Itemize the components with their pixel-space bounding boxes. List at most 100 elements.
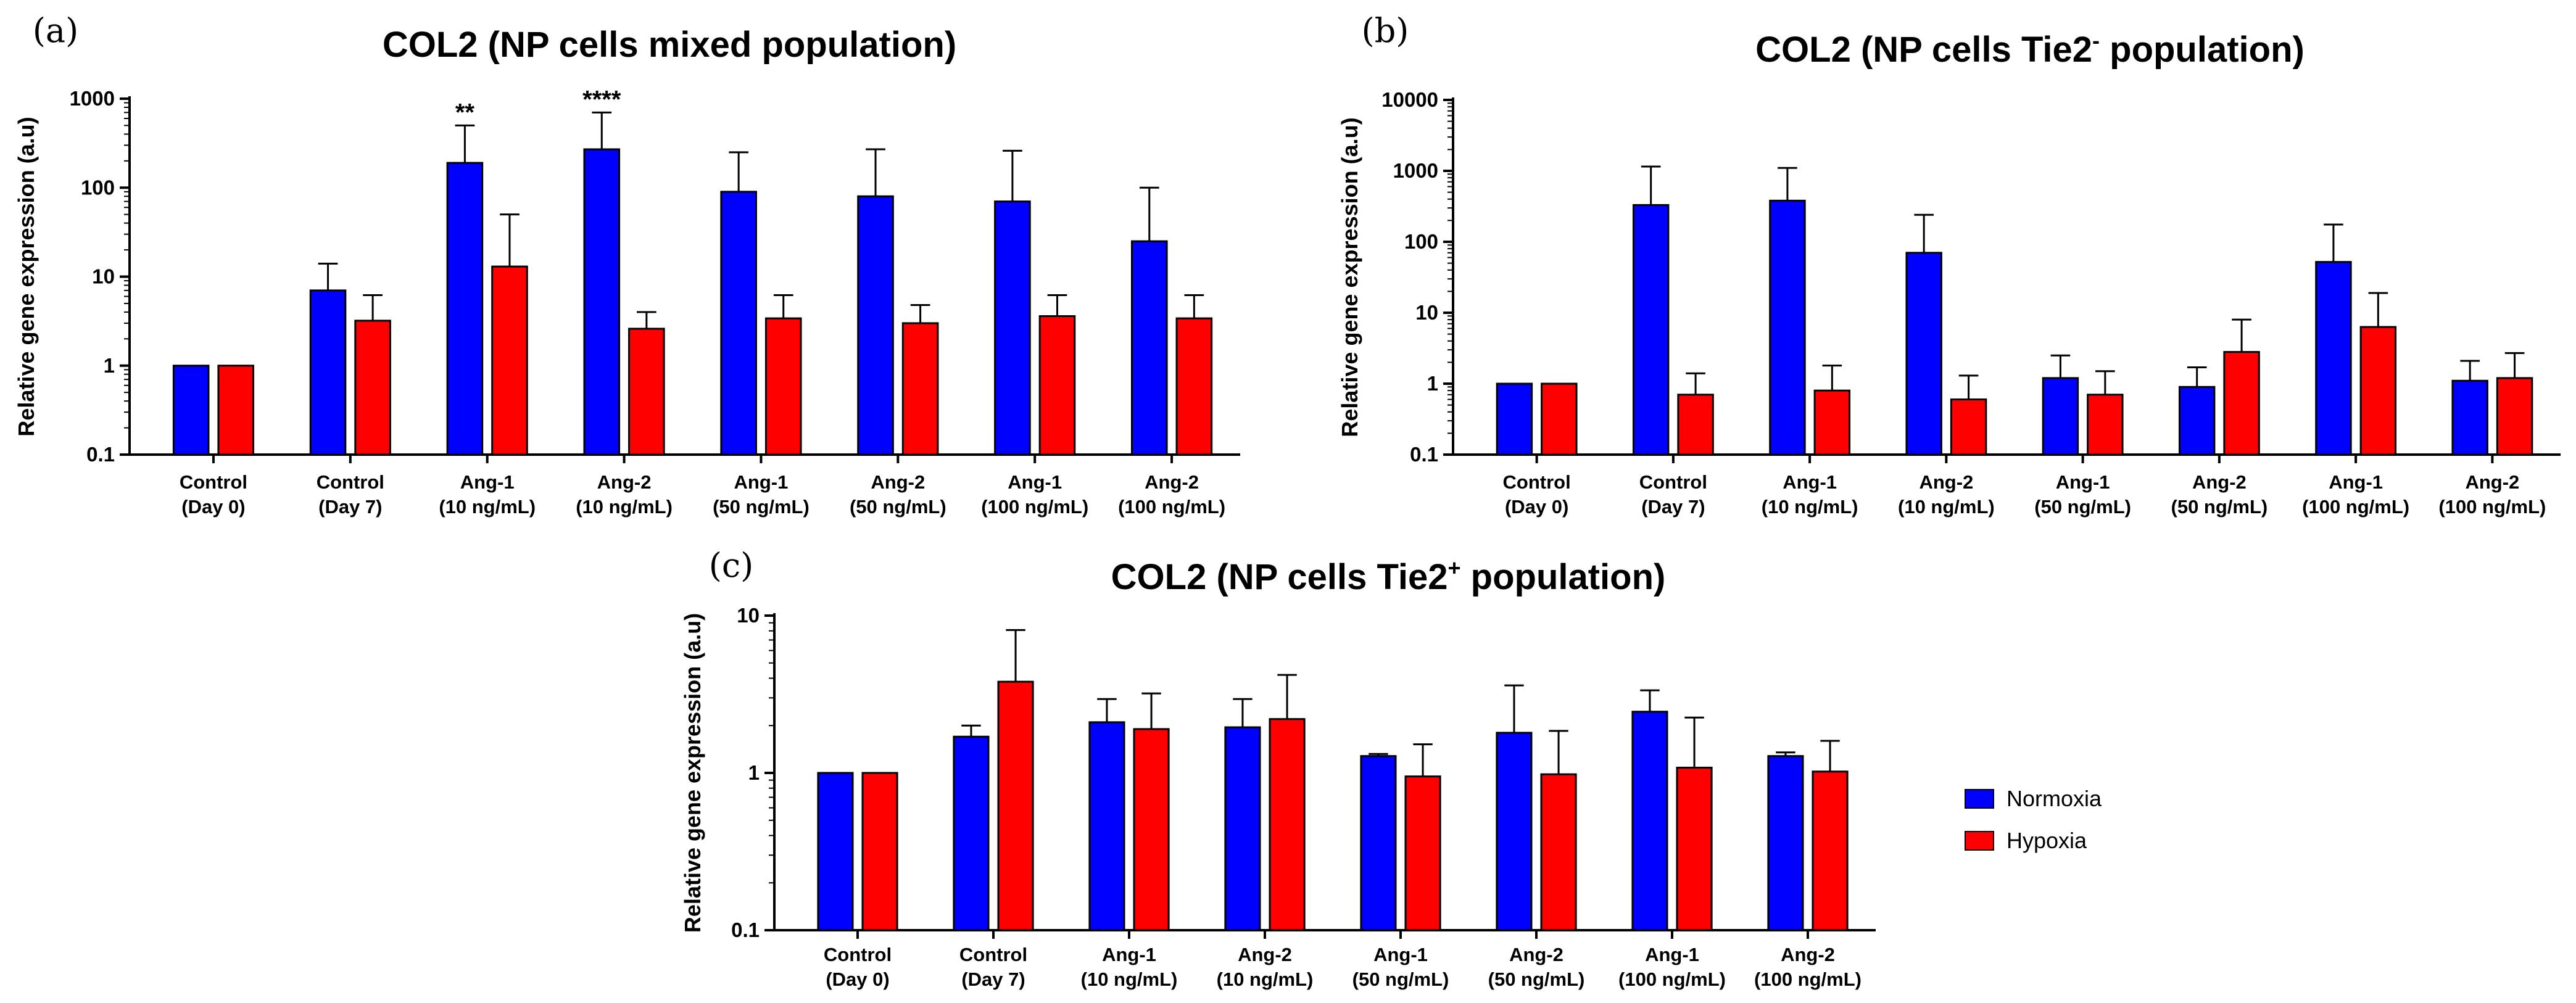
bar-hypoxia <box>764 317 802 456</box>
x-tick-label: Ang-2 (10 ng/mL) <box>1217 944 1314 990</box>
bar-normoxia <box>1769 199 1806 456</box>
legend-swatch-hypoxia <box>1965 831 1994 851</box>
bar-hypoxia <box>354 320 391 456</box>
y-tick-label: 10 <box>92 265 115 288</box>
bar-hypoxia <box>2223 351 2260 456</box>
bar-normoxia <box>1360 755 1397 931</box>
legend-label-normoxia: Normoxia <box>2007 786 2102 811</box>
x-tick-label: Control (Day 0) <box>1503 471 1571 518</box>
x-tick-label-line1: Ang-2 <box>2465 471 2519 493</box>
x-tick-label: Ang-1 (50 ng/mL) <box>2034 471 2131 518</box>
x-tick-label-line1: Control <box>1639 471 1707 493</box>
x-tick-label-line2: (Day 7) <box>961 968 1025 990</box>
x-tick-label-line1: Control <box>317 471 384 493</box>
bar-hypoxia <box>1541 382 1578 456</box>
chart-panel-2: (b) COL2 (NP cells Tie2- population) Relat… <box>1337 11 2561 518</box>
legend-label-hypoxia: Hypoxia <box>2007 828 2087 853</box>
y-axis-label: Relative gene expression (a.u) <box>680 613 705 933</box>
x-tick-label: Ang-2 (50 ng/mL) <box>850 471 946 518</box>
panel-letter: (b) <box>1362 11 1409 50</box>
bar-normoxia <box>720 191 757 456</box>
x-tick-label: Ang-2 (10 ng/mL) <box>1898 471 1995 518</box>
chart-panel-1: (a) COL2 (NP cells mixed population) Relat… <box>14 11 1240 518</box>
bar-normoxia <box>1496 732 1533 931</box>
bar-hypoxia <box>628 328 665 456</box>
x-tick-label-line2: (100 ng/mL) <box>2438 496 2546 518</box>
x-tick-label-line1: Ang-2 <box>1238 944 1292 965</box>
x-tick-label: Ang-1 (100 ng/mL) <box>2302 471 2409 518</box>
significance-marker: **** <box>582 86 621 113</box>
bar-hypoxia <box>861 772 898 931</box>
y-tick-label: 10 <box>737 604 760 627</box>
chart-title-main: COL2 (NP cells Tie2 <box>1111 557 1448 597</box>
bar-hypoxia <box>1269 718 1306 931</box>
legend-swatch-normoxia <box>1965 789 1994 809</box>
x-tick-label-line1: Ang-2 <box>1145 471 1199 493</box>
x-tick-label-line1: Ang-1 <box>734 471 789 493</box>
y-tick-label: 0.1 <box>86 443 115 466</box>
y-axis-label: Relative gene expression (a.u) <box>14 117 39 436</box>
x-tick-label-line2: (50 ng/mL) <box>850 496 946 518</box>
bar-normoxia <box>2451 379 2488 456</box>
x-tick-label-line1: Ang-2 <box>1919 471 1973 493</box>
chart-title-main: COL2 (NP cells mixed population) <box>383 25 956 65</box>
x-tick-label-line2: (100 ng/mL) <box>1618 968 1726 990</box>
x-tick-label-line2: (50 ng/mL) <box>713 496 810 518</box>
x-tick-label-line2: (100 ng/mL) <box>1754 968 1862 990</box>
chart-title: COL2 (NP cells Tie2+ population) <box>1111 555 1666 597</box>
x-tick-label-line2: (50 ng/mL) <box>2034 496 2131 518</box>
x-tick-label: Ang-2 (50 ng/mL) <box>2171 471 2268 518</box>
chart-panel-3: (c) COL2 (NP cells Tie2+ population) Relat… <box>680 546 1876 990</box>
x-tick-label: Ang-2 (10 ng/mL) <box>576 471 673 518</box>
x-tick-label: Ang-2 (100 ng/mL) <box>2438 471 2546 518</box>
bar-hypoxia <box>1812 770 1849 931</box>
bar-hypoxia <box>1133 728 1170 931</box>
x-tick-label: Ang-2 (100 ng/mL) <box>1118 471 1225 518</box>
y-tick-label: 0.1 <box>731 918 760 941</box>
bar-hypoxia <box>1813 389 1851 456</box>
y-tick-label: 100 <box>81 176 115 199</box>
bar-normoxia <box>1224 726 1261 931</box>
x-tick-label-line1: Ang-1 <box>2329 471 2383 493</box>
chart-title-main: COL2 (NP cells Tie2 <box>1755 30 2092 70</box>
x-tick-label-line1: Ang-2 <box>1781 944 1835 965</box>
x-tick-label-line1: Ang-2 <box>597 471 652 493</box>
x-tick-label-line2: (50 ng/mL) <box>1488 968 1585 990</box>
x-tick-label-line1: Control <box>180 471 247 493</box>
bar-normoxia <box>817 772 854 931</box>
bar-hypoxia <box>1038 315 1076 456</box>
bar-normoxia <box>994 200 1031 456</box>
chart-title: COL2 (NP cells Tie2- population) <box>1755 28 2305 70</box>
x-tick-label: Ang-1 (100 ng/mL) <box>981 471 1088 518</box>
x-tick-label: Ang-1 (100 ng/mL) <box>1618 944 1726 990</box>
x-tick-label-line2: (50 ng/mL) <box>2171 496 2268 518</box>
x-tick-label: Ang-1 (50 ng/mL) <box>713 471 810 518</box>
x-tick-label-line1: Ang-2 <box>1509 944 1563 965</box>
x-tick-label-line2: (10 ng/mL) <box>576 496 673 518</box>
x-tick-label-line2: (Day 0) <box>1505 496 1568 518</box>
chart-title: COL2 (NP cells mixed population) <box>383 25 956 65</box>
bar-hypoxia <box>1677 394 1714 456</box>
x-tick-label-line1: Control <box>959 944 1027 965</box>
bar-hypoxia <box>1175 317 1213 456</box>
bar-normoxia <box>583 148 621 456</box>
x-tick-label-line1: Ang-2 <box>871 471 925 493</box>
x-tick-label-line2: (Day 0) <box>181 496 245 518</box>
bar-hypoxia <box>1404 775 1441 931</box>
x-tick-label-line1: Ang-1 <box>2056 471 2110 493</box>
x-tick-label: Control (Day 7) <box>1639 471 1707 518</box>
x-tick-label-line2: (10 ng/mL) <box>1898 496 1995 518</box>
x-tick-label: Control (Day 7) <box>317 471 384 518</box>
y-tick-label: 1 <box>1427 372 1438 395</box>
bar-normoxia <box>309 289 347 456</box>
x-tick-label: Ang-2 (100 ng/mL) <box>1754 944 1862 990</box>
bar-normoxia <box>1088 721 1125 931</box>
bar-normoxia <box>1905 252 1942 456</box>
bar-hypoxia <box>1540 773 1577 931</box>
bar-normoxia <box>1632 204 1670 456</box>
x-tick-label-line1: Control <box>1503 471 1571 493</box>
bar-hypoxia <box>1950 398 1987 456</box>
x-tick-label: Ang-2 (50 ng/mL) <box>1488 944 1585 990</box>
x-tick-label: Control (Day 7) <box>959 944 1027 990</box>
x-tick-label: Control (Day 0) <box>180 471 247 518</box>
